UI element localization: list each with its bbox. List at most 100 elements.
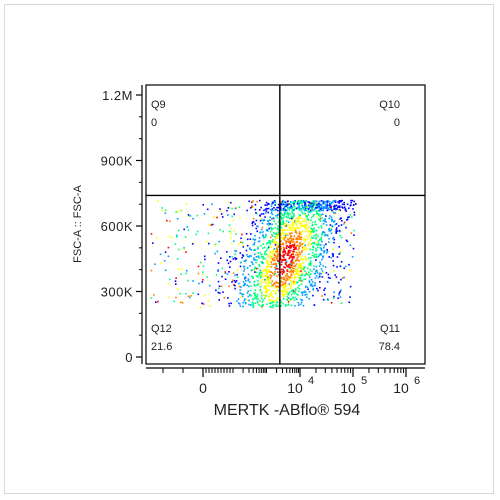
event-dot <box>277 236 279 239</box>
event-dot <box>321 276 324 278</box>
event-dot <box>294 269 297 271</box>
event-dot <box>251 298 254 300</box>
event-dot <box>292 248 295 251</box>
event-dot <box>289 278 291 281</box>
event-dot <box>290 255 292 258</box>
event-dot <box>268 269 270 271</box>
quadrant-percent: 0 <box>151 117 157 129</box>
event-dot <box>307 208 310 210</box>
event-dot <box>187 279 189 282</box>
event-dot <box>161 209 164 212</box>
event-dot <box>299 221 301 223</box>
event-dot <box>296 240 298 243</box>
event-dot <box>242 273 244 276</box>
event-dot <box>305 200 307 202</box>
event-dot <box>271 258 274 261</box>
event-dot <box>290 264 292 266</box>
event-dot <box>325 221 327 223</box>
event-dot <box>292 265 295 268</box>
event-dot <box>276 249 279 252</box>
event-dot <box>330 201 333 204</box>
event-dot <box>333 205 335 208</box>
event-dot <box>272 209 275 212</box>
event-dot <box>294 305 296 307</box>
event-dot <box>237 298 240 300</box>
event-dot <box>308 201 311 204</box>
event-dot <box>298 290 300 293</box>
event-dot <box>282 214 284 216</box>
event-dot <box>288 246 291 248</box>
event-dot <box>310 283 313 286</box>
event-dot <box>280 290 283 293</box>
event-dot <box>292 223 294 225</box>
event-dot <box>266 303 268 306</box>
event-dot <box>298 288 301 290</box>
event-dot <box>267 277 269 279</box>
event-dot <box>312 209 315 212</box>
event-dot <box>332 248 334 251</box>
event-dot <box>270 260 273 262</box>
event-dot <box>251 201 254 203</box>
event-dot <box>292 261 295 263</box>
event-dot <box>268 289 270 291</box>
event-dot <box>256 300 259 303</box>
event-dot <box>241 233 243 236</box>
event-dot <box>282 286 285 289</box>
event-dot <box>249 238 252 240</box>
event-dot <box>252 298 255 301</box>
event-dot <box>286 265 288 267</box>
event-dot <box>277 209 279 212</box>
event-dot <box>265 270 268 272</box>
event-dot <box>260 218 262 220</box>
event-dot <box>302 259 304 261</box>
event-dot <box>270 209 272 211</box>
event-dot <box>268 265 270 267</box>
event-dot <box>304 214 306 216</box>
event-dot <box>270 302 272 304</box>
event-dot <box>312 287 315 290</box>
event-dot <box>309 260 312 262</box>
event-dot <box>283 250 285 253</box>
event-dot <box>322 201 325 203</box>
event-dot <box>303 274 306 277</box>
event-dot <box>295 207 298 210</box>
event-dot <box>304 239 307 242</box>
event-dot <box>304 258 307 260</box>
event-dot <box>277 268 279 270</box>
event-dot <box>282 302 284 305</box>
event-dot <box>294 264 296 267</box>
event-dot <box>263 285 266 287</box>
event-dot <box>264 278 266 281</box>
event-dot <box>277 257 279 260</box>
event-dot <box>294 201 296 204</box>
event-dot <box>258 209 261 211</box>
event-dot <box>267 222 270 224</box>
event-dot <box>189 215 192 217</box>
event-dot <box>312 245 314 248</box>
event-dot <box>320 225 323 227</box>
event-dot <box>286 278 289 280</box>
event-dot <box>289 202 292 205</box>
event-dot <box>295 246 297 248</box>
event-dot <box>313 204 316 206</box>
event-dot <box>273 233 276 235</box>
event-dot <box>299 233 302 235</box>
event-dot <box>281 218 283 221</box>
event-dot <box>308 276 311 278</box>
event-dot <box>254 223 256 225</box>
event-dot <box>284 305 287 307</box>
event-dot <box>340 217 342 219</box>
event-dot <box>220 213 223 215</box>
event-dot <box>344 208 347 210</box>
event-dot <box>270 261 273 264</box>
event-dot <box>275 291 277 293</box>
event-dot <box>285 242 288 245</box>
event-dot <box>187 214 190 216</box>
event-dot <box>254 253 256 256</box>
event-dot <box>287 221 290 223</box>
event-dot <box>264 204 266 206</box>
event-dot <box>217 270 219 272</box>
event-dot <box>314 223 316 225</box>
event-dot <box>252 238 255 240</box>
event-dot <box>255 271 258 274</box>
